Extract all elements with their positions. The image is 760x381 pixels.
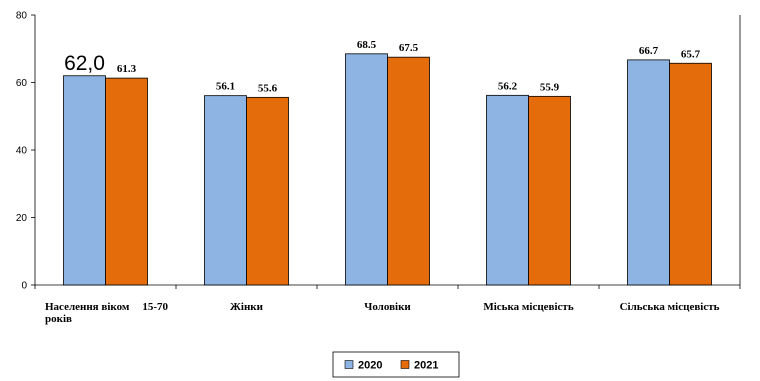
x-category-label: Міська місцевість bbox=[483, 301, 573, 313]
bar-2020 bbox=[486, 94, 529, 286]
data-label: 62,0 bbox=[64, 52, 105, 75]
value-labels: 62,0 61.3 56.1 55.6 68.5 67.5 56.2 55.9 66.7 65.7 bbox=[64, 39, 701, 95]
data-label: 56.2 bbox=[498, 80, 518, 92]
y-tick-label: 0 bbox=[21, 281, 27, 292]
y-tick-label: 60 bbox=[16, 78, 28, 89]
legend-label: 2020 bbox=[358, 360, 382, 372]
bars bbox=[63, 53, 712, 286]
data-label: 68.5 bbox=[357, 39, 377, 51]
y-tick-label: 40 bbox=[16, 146, 28, 157]
data-label: 65.7 bbox=[681, 48, 701, 60]
bar-2021 bbox=[387, 56, 430, 286]
y-axis: 0 20 40 60 80 bbox=[16, 11, 36, 292]
x-category-label: Сільська місцевість bbox=[620, 301, 720, 313]
bar-2021 bbox=[105, 77, 148, 286]
data-label: 55.9 bbox=[540, 81, 560, 93]
data-label: 66.7 bbox=[639, 45, 659, 57]
x-category-label: Населення віком bbox=[45, 301, 130, 313]
bar-2021 bbox=[669, 62, 712, 286]
bar-2020 bbox=[63, 75, 106, 286]
data-label: 67.5 bbox=[399, 42, 419, 54]
legend-label: 2021 bbox=[414, 360, 438, 372]
x-category-label: Чоловіки bbox=[364, 301, 411, 313]
bar-2020 bbox=[204, 95, 247, 286]
bar-2021 bbox=[246, 96, 289, 286]
data-label: 61.3 bbox=[117, 63, 137, 75]
legend-swatch bbox=[400, 360, 410, 369]
bar-2020 bbox=[345, 53, 388, 286]
y-tick-label: 80 bbox=[16, 11, 28, 22]
y-tick-label: 20 bbox=[16, 213, 28, 224]
legend-box bbox=[332, 351, 460, 378]
legend: 2020 2021 bbox=[332, 351, 460, 378]
x-axis: Населення віком 15-70 років Жінки Чоловіки Мі… bbox=[34, 284, 741, 325]
x-category-label: Жінки bbox=[230, 301, 264, 313]
x-category-label: 15-70 bbox=[142, 301, 168, 313]
x-category-label: років bbox=[45, 313, 72, 325]
data-label: 56.1 bbox=[216, 81, 235, 93]
bar-2021 bbox=[528, 95, 571, 286]
data-label: 55.6 bbox=[258, 82, 278, 94]
legend-swatch bbox=[344, 360, 354, 369]
bar-2020 bbox=[627, 59, 670, 286]
